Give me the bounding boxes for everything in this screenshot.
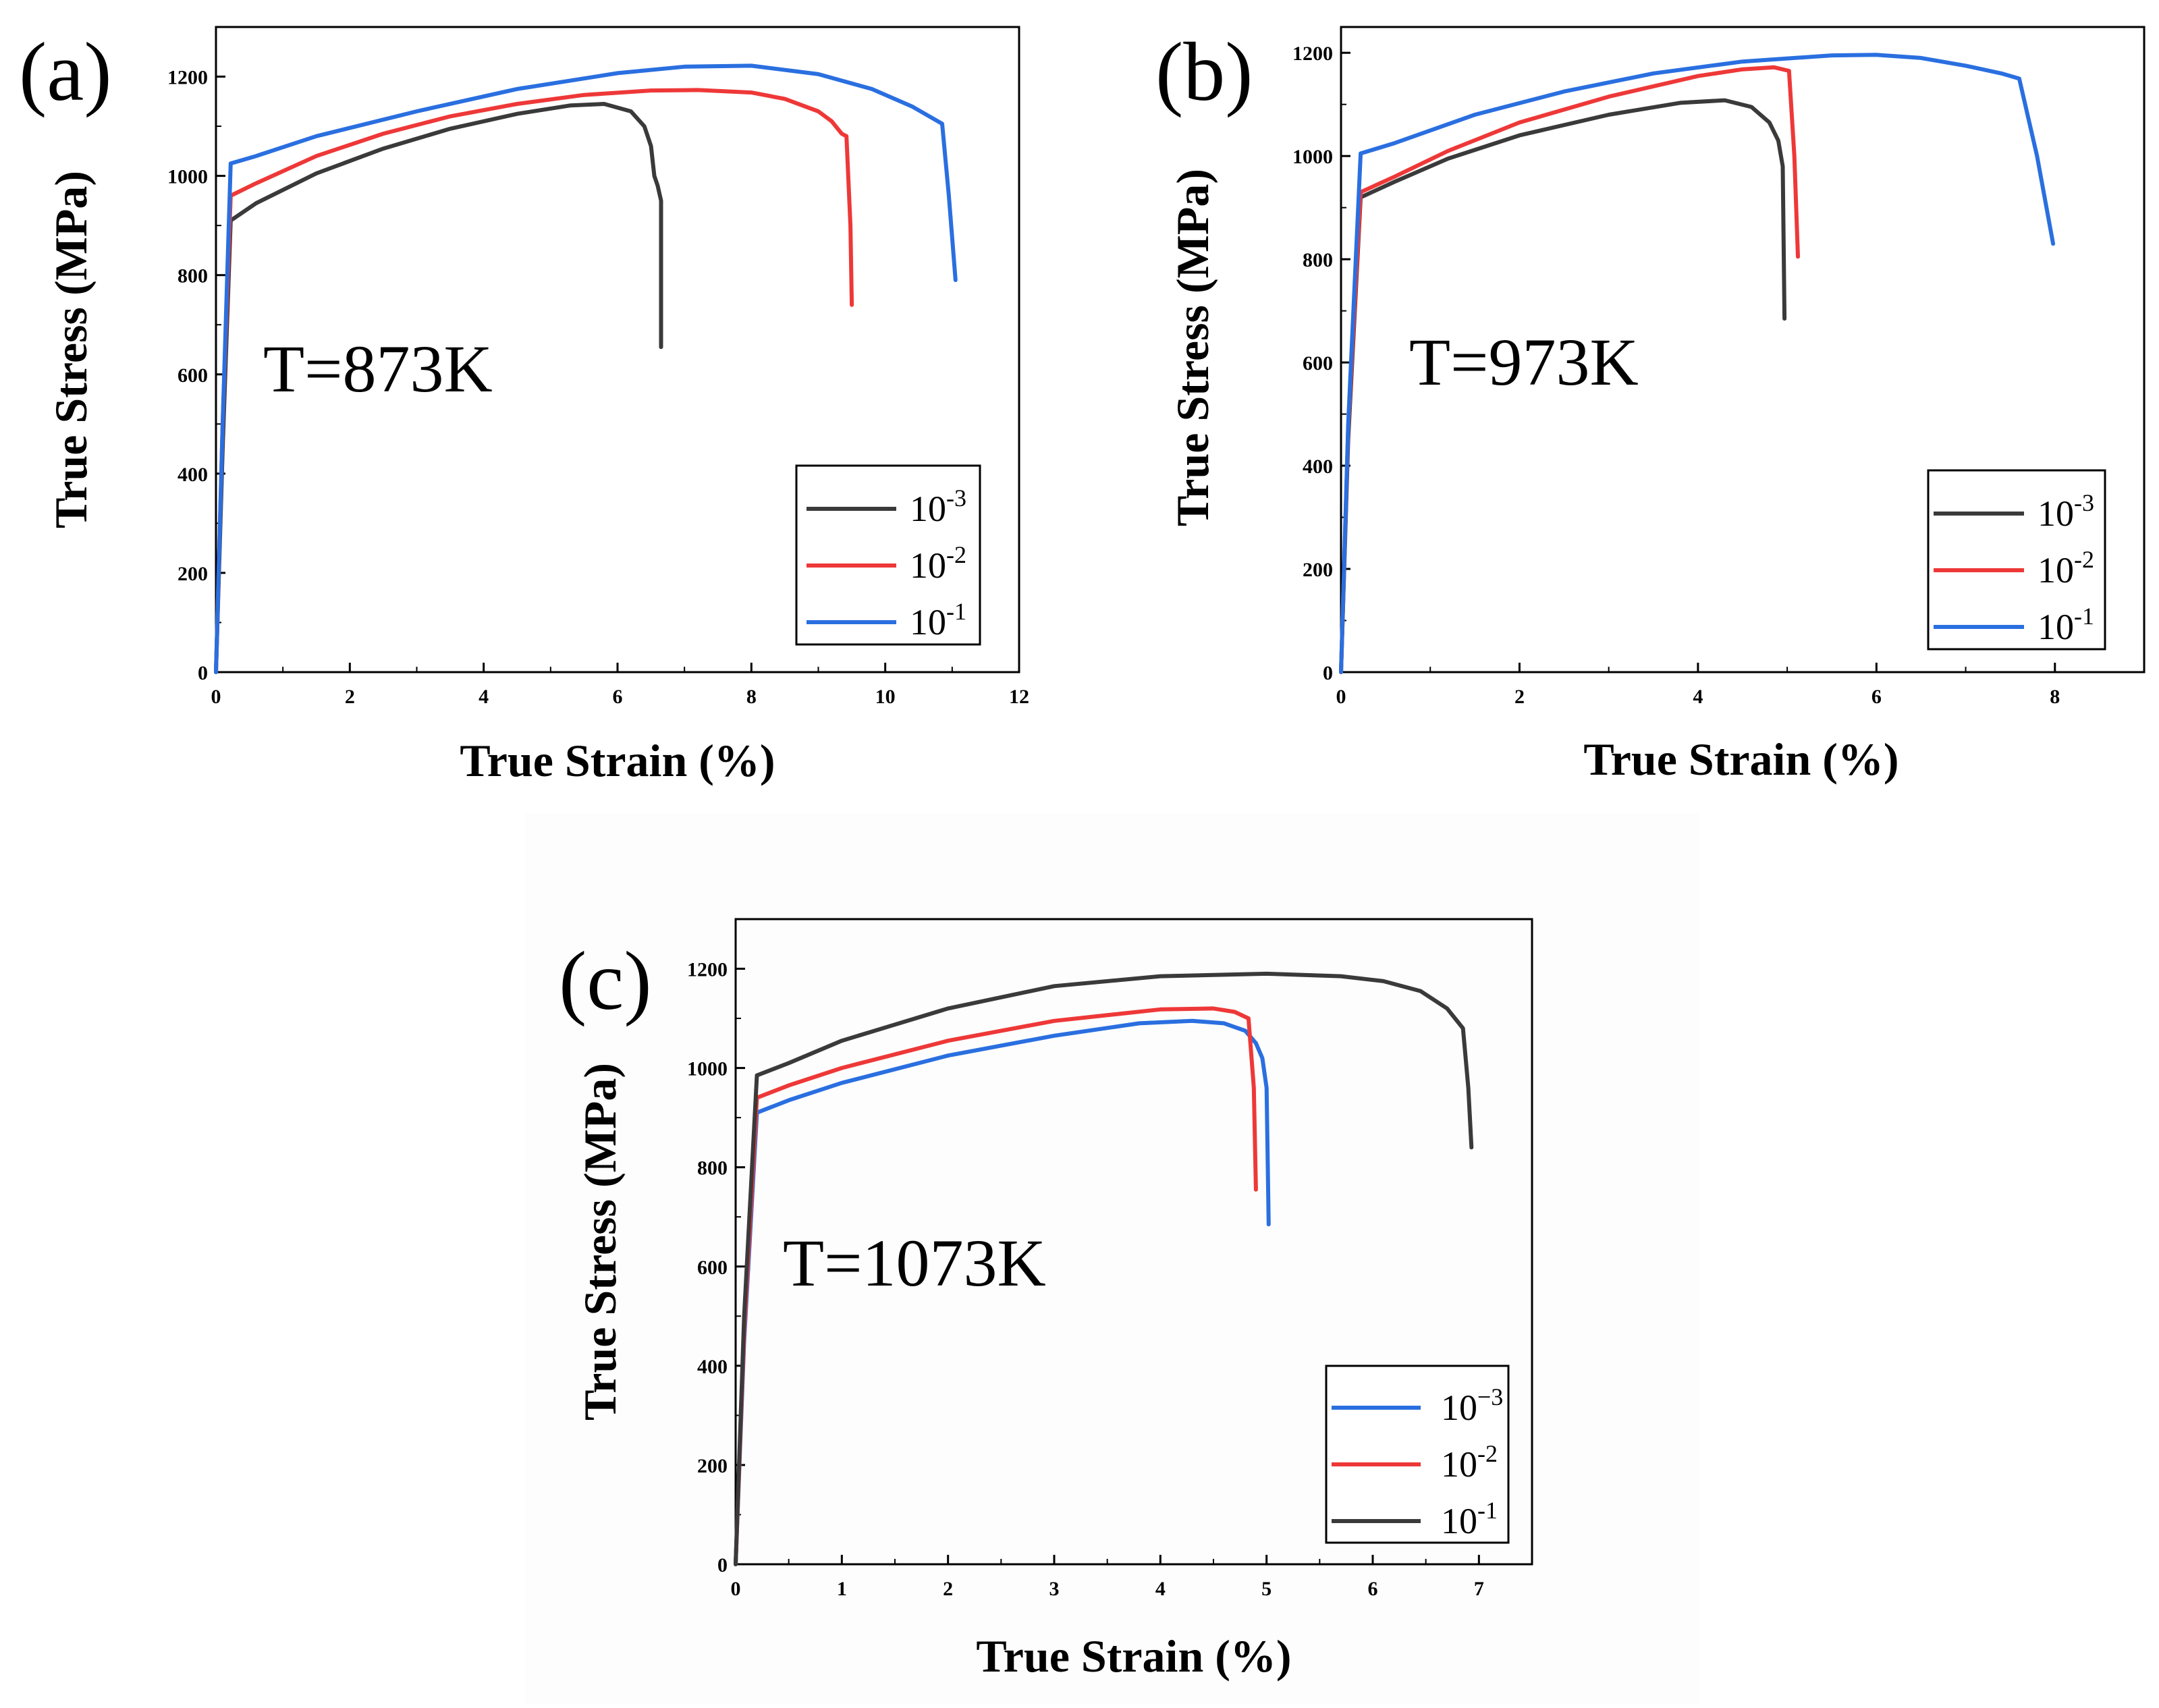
y-tick-label: 600 xyxy=(177,364,208,387)
legend-box xyxy=(795,464,981,646)
temperature-annotation: T=1073K xyxy=(783,1225,1046,1300)
legend-box xyxy=(1927,469,2106,651)
x-axis-label: True Strain (%) xyxy=(1583,734,1898,785)
x-tick-label: 4 xyxy=(479,686,489,708)
axis-ticks: 0 2 4 6 8 10 12 0 200 400 600 800 1000 1200 xyxy=(167,67,1029,708)
y-tick-label: 400 xyxy=(697,1356,728,1378)
y-tick-label: 200 xyxy=(697,1455,728,1477)
y-axis-label: True Stress (MPa) xyxy=(45,171,97,528)
axis-ticks: 0 1 2 3 4 5 6 7 0 200 400 600 800 1000 1200 xyxy=(687,959,1484,1600)
y-tick-label: 0 xyxy=(717,1554,728,1576)
panel-label: (a) xyxy=(19,26,112,118)
y-tick-label: 400 xyxy=(177,464,208,486)
x-tick-label: 12 xyxy=(1009,686,1029,708)
series-group xyxy=(1339,53,2056,674)
y-axis-label: True Stress (MPa) xyxy=(574,1063,626,1421)
y-tick-label: 1000 xyxy=(687,1058,728,1080)
x-tick-label: 4 xyxy=(1155,1578,1166,1600)
x-tick-label: 2 xyxy=(943,1578,953,1600)
legend-label: 10-3 xyxy=(910,485,966,529)
x-axis-label: True Strain (%) xyxy=(976,1630,1291,1682)
legend: 10-3 10-2 10-1 xyxy=(1927,469,2106,651)
x-tick-label: 2 xyxy=(1514,686,1525,708)
legend: 10−3 10-2 10-1 xyxy=(1325,1365,1510,1544)
legend-label: 10−3 xyxy=(1441,1383,1503,1428)
y-tick-label: 1200 xyxy=(1292,43,1333,65)
y-tick-label: 1200 xyxy=(687,959,728,981)
plot-frame xyxy=(734,918,1533,1566)
legend-label: 10-2 xyxy=(1441,1440,1498,1485)
legend-label: 10-1 xyxy=(2038,603,2094,647)
y-tick-label: 1000 xyxy=(1292,146,1333,168)
x-tick-label: 6 xyxy=(1871,686,1882,708)
y-tick-label: 800 xyxy=(697,1157,728,1180)
series-line-10-3 xyxy=(734,1018,1271,1566)
y-tick-label: 600 xyxy=(1303,352,1333,375)
x-tick-label: 0 xyxy=(1336,686,1346,708)
series-line-10-3 xyxy=(214,102,663,674)
axis-ticks: 0 2 4 6 8 0 200 400 600 800 1000 1200 xyxy=(1292,43,2060,708)
y-tick-label: 1000 xyxy=(167,166,208,188)
panel-label: (c) xyxy=(559,935,652,1027)
plot-frame xyxy=(1340,26,2146,673)
temperature-annotation: T=873K xyxy=(263,331,493,406)
series-line-10-2 xyxy=(214,88,854,674)
y-tick-label: 0 xyxy=(1323,662,1333,684)
x-tick-label: 4 xyxy=(1693,686,1703,708)
legend-label: 10-2 xyxy=(910,541,966,586)
chart-panel-b: (b) 0 2 4 6 8 0 200 400 600 800 1000 1200 T=973K Tr… xyxy=(1155,26,2146,785)
chart-panel-a: (a) 0 2 4 6 8 10 12 0 200 400 600 800 1000 1200 T=873… xyxy=(19,26,1029,786)
series-group xyxy=(214,63,958,674)
y-tick-label: 400 xyxy=(1303,456,1333,478)
x-tick-label: 6 xyxy=(613,686,623,708)
y-tick-label: 800 xyxy=(1303,249,1333,271)
series-line-10-1 xyxy=(1339,53,2056,674)
y-tick-label: 800 xyxy=(177,265,208,287)
x-tick-label: 8 xyxy=(2050,686,2060,708)
series-line-10-1 xyxy=(734,971,1474,1566)
x-tick-label: 7 xyxy=(1474,1578,1484,1600)
y-tick-label: 200 xyxy=(177,563,208,585)
x-tick-label: 6 xyxy=(1368,1578,1378,1600)
legend: 10-3 10-2 10-1 xyxy=(795,464,981,646)
x-tick-label: 3 xyxy=(1049,1578,1060,1600)
x-tick-label: 5 xyxy=(1261,1578,1272,1600)
x-tick-label: 0 xyxy=(731,1578,741,1600)
legend-label: 10-1 xyxy=(910,598,966,642)
y-tick-label: 600 xyxy=(697,1257,728,1279)
x-tick-label: 0 xyxy=(211,686,221,708)
panel-label: (b) xyxy=(1155,26,1253,118)
x-tick-label: 8 xyxy=(746,686,757,708)
y-axis-label: True Stress (MPa) xyxy=(1167,169,1218,526)
x-axis-label: True Strain (%) xyxy=(460,735,775,786)
x-tick-label: 1 xyxy=(837,1578,847,1600)
temperature-annotation: T=973K xyxy=(1409,325,1639,400)
legend-label: 10-3 xyxy=(2038,489,2094,534)
legend-box xyxy=(1325,1365,1510,1544)
x-tick-label: 2 xyxy=(345,686,355,708)
series-group xyxy=(734,971,1474,1566)
x-tick-label: 10 xyxy=(875,686,896,708)
y-tick-label: 0 xyxy=(198,662,208,684)
panel-c-backdrop xyxy=(525,813,1699,1704)
legend-label: 10-1 xyxy=(1441,1497,1498,1541)
y-tick-label: 200 xyxy=(1303,559,1333,581)
legend-label: 10-2 xyxy=(2038,546,2094,590)
chart-panel-c: (c) 0 1 2 3 4 5 6 7 0 200 400 600 800 1000 1200 T=1073… xyxy=(559,918,1533,1682)
y-tick-label: 1200 xyxy=(167,67,208,89)
series-line-10-3 xyxy=(1339,98,1787,674)
series-line-10-1 xyxy=(214,63,958,674)
